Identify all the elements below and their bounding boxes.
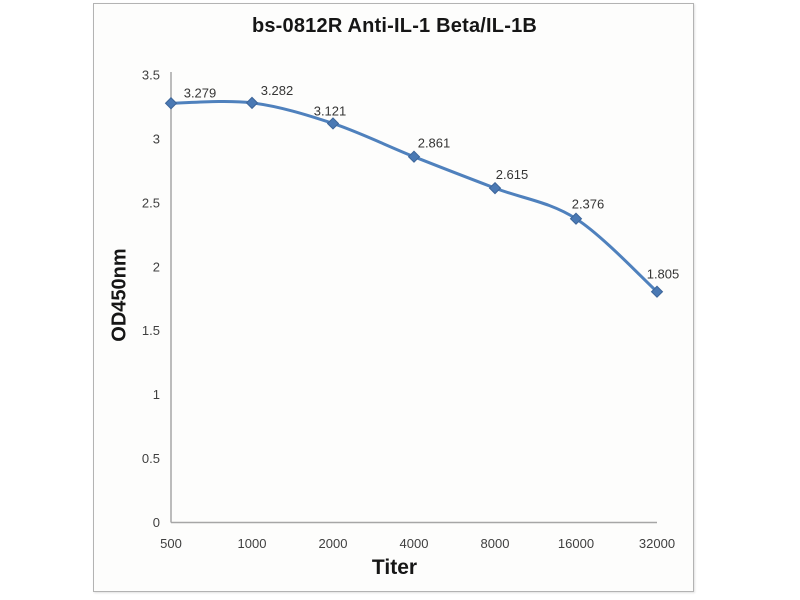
data-point-marker [164, 97, 178, 110]
y-tick-label: 0.5 [142, 451, 160, 466]
chart-title: bs-0812R Anti-IL-1 Beta/IL-1B [251, 15, 538, 37]
data-point-label: 3.282 [261, 83, 294, 98]
x-axis-title: Titer [371, 556, 418, 579]
data-point-label: 3.279 [184, 85, 217, 100]
y-tick-label: 3.5 [142, 68, 160, 83]
x-tick-label: 32000 [639, 536, 675, 551]
data-point-marker [650, 285, 664, 298]
x-tick-label: 8000 [481, 536, 510, 551]
x-tick-label: 4000 [400, 536, 429, 551]
data-point-marker [407, 150, 421, 163]
y-tick-label: 3 [153, 131, 160, 146]
x-tick-label: 1000 [238, 536, 267, 551]
x-tick-label: 16000 [558, 536, 594, 551]
data-point-marker [488, 181, 502, 195]
data-point-label: 3.121 [314, 103, 347, 118]
data-point-marker [245, 96, 259, 110]
y-tick-label: 1.5 [142, 323, 160, 338]
y-tick-label: 2 [153, 259, 160, 274]
data-point-label: 1.805 [647, 267, 680, 282]
x-tick-label: 2000 [319, 536, 348, 551]
data-point-label: 2.376 [572, 197, 605, 212]
x-tick-label: 500 [160, 536, 182, 551]
data-point-marker [326, 117, 340, 130]
data-point-label: 2.615 [496, 167, 529, 182]
y-tick-label: 0 [153, 515, 160, 530]
y-tick-label: 2.5 [142, 195, 160, 210]
data-point-label: 2.861 [418, 136, 451, 151]
data-point-marker [569, 212, 583, 225]
y-tick-label: 1 [153, 387, 160, 402]
